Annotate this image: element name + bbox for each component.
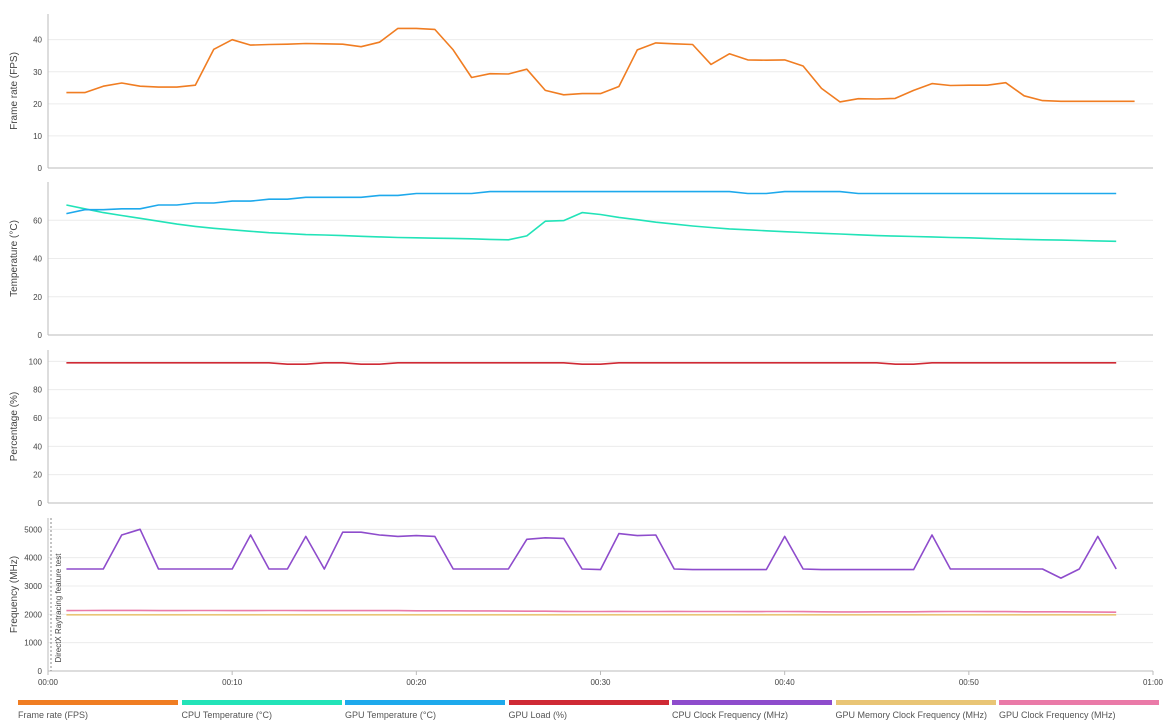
legend-swatch (18, 700, 178, 705)
legend-swatch (181, 700, 342, 705)
series-line (66, 204, 1117, 243)
legend-label: CPU Clock Frequency (MHz) (672, 710, 789, 720)
y-tick-label: 20 (33, 293, 42, 302)
y-tick-label: 80 (33, 386, 42, 395)
x-tick-label: 00:50 (959, 678, 980, 687)
y-tick-label: 5000 (24, 525, 42, 534)
y-tick-label: 10 (33, 132, 42, 141)
legend-label: Frame rate (FPS) (18, 710, 89, 720)
x-tick-label: 00:10 (222, 678, 243, 687)
legend-label: GPU Clock Frequency (MHz) (999, 710, 1116, 720)
x-tick-label: 00:20 (406, 678, 427, 687)
y-tick-label: 0 (38, 499, 43, 508)
legend-label: GPU Memory Clock Frequency (MHz) (835, 710, 988, 720)
legend-item[interactable]: GPU Memory Clock Frequency (MHz) (835, 700, 996, 720)
x-tick-label: 00:00 (38, 678, 59, 687)
y-tick-label: 60 (33, 414, 42, 423)
series-line (66, 528, 1117, 579)
y-tick-label: 60 (33, 216, 42, 225)
y-axis-label: Frame rate (FPS) (9, 52, 20, 130)
y-tick-label: 40 (33, 255, 42, 264)
y-tick-label: 3000 (24, 582, 42, 591)
y-tick-label: 0 (38, 331, 43, 340)
y-axis-label: Percentage (%) (9, 392, 20, 461)
y-tick-label: 30 (33, 68, 42, 77)
legend-label: GPU Temperature (°C) (345, 710, 436, 720)
legend-swatch (999, 700, 1159, 705)
y-tick-label: 4000 (24, 554, 42, 563)
x-tick-label: 01:00 (1143, 678, 1164, 687)
y-tick-label: 0 (38, 667, 43, 676)
annotation-label: DirectX Raytracing feature test (54, 553, 63, 663)
legend-item[interactable]: CPU Temperature (°C) (181, 700, 342, 720)
legend-swatch (508, 700, 669, 705)
y-axis-label: Temperature (°C) (9, 220, 20, 297)
x-tick-label: 00:30 (590, 678, 611, 687)
legend-item[interactable]: GPU Temperature (°C) (345, 700, 505, 720)
legend-label: CPU Temperature (°C) (181, 710, 272, 720)
x-tick-label: 00:40 (775, 678, 796, 687)
legend-swatch (672, 700, 832, 705)
chart-legend: Frame rate (FPS) CPU Temperature (°C) GPU … (18, 700, 1163, 724)
y-axis-label: Frequency (MHz) (9, 556, 20, 633)
y-tick-label: 40 (33, 442, 42, 451)
series-line (66, 609, 1117, 614)
series-line (66, 190, 1117, 215)
series-line (66, 361, 1117, 366)
y-tick-label: 40 (33, 36, 42, 45)
y-tick-label: 20 (33, 471, 42, 480)
legend-item[interactable]: GPU Clock Frequency (MHz) (999, 700, 1159, 720)
y-tick-label: 100 (29, 357, 43, 366)
series-line (66, 27, 1135, 103)
chart-area: 0 10 20 30 40 Frame rate (FPS) 0 20 40 60 Temperat… (9, 14, 1164, 687)
legend-swatch (345, 700, 505, 705)
legend-item[interactable]: CPU Clock Frequency (MHz) (672, 700, 832, 720)
y-tick-label: 20 (33, 100, 42, 109)
y-tick-label: 1000 (24, 639, 42, 648)
legend-swatch (835, 700, 996, 705)
y-tick-label: 2000 (24, 610, 42, 619)
y-tick-label: 0 (38, 164, 43, 173)
legend-item[interactable]: GPU Load (%) (508, 700, 669, 720)
legend-item[interactable]: Frame rate (FPS) (18, 700, 178, 720)
legend-label: GPU Load (%) (508, 710, 568, 720)
